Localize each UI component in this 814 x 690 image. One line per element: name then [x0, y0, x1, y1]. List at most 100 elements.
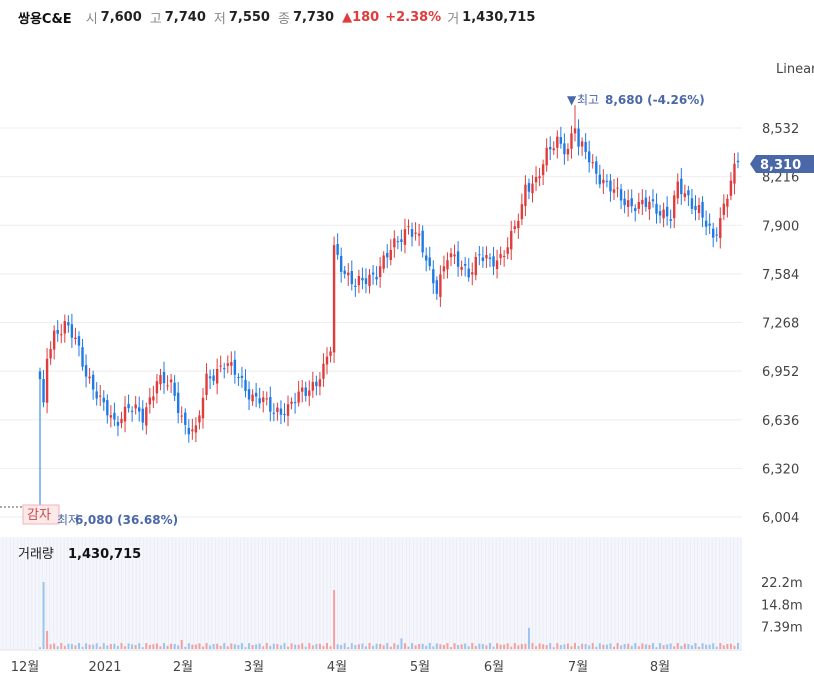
- candle-body[interactable]: [400, 239, 403, 242]
- candle-body[interactable]: [286, 404, 290, 416]
- candle-body[interactable]: [510, 231, 513, 250]
- candle-body[interactable]: [478, 254, 481, 256]
- candle-body[interactable]: [559, 137, 563, 144]
- candle-body[interactable]: [258, 398, 261, 404]
- candle-body[interactable]: [605, 180, 609, 182]
- candle-body[interactable]: [442, 266, 446, 272]
- candle-body[interactable]: [180, 415, 183, 417]
- candle-body[interactable]: [116, 421, 120, 426]
- candle-body[interactable]: [634, 208, 637, 211]
- candle-body[interactable]: [407, 226, 410, 228]
- candle-body[interactable]: [276, 407, 279, 413]
- candle-body[interactable]: [612, 189, 616, 193]
- candle-body[interactable]: [694, 205, 697, 211]
- candle-body[interactable]: [205, 373, 208, 395]
- candle-body[interactable]: [244, 379, 247, 392]
- candle-body[interactable]: [371, 272, 375, 275]
- candle-body[interactable]: [492, 256, 495, 267]
- candle-body[interactable]: [329, 351, 332, 356]
- candle-body[interactable]: [332, 245, 336, 353]
- candle-body[interactable]: [269, 397, 272, 412]
- candle-body[interactable]: [339, 256, 343, 272]
- candle-body[interactable]: [325, 356, 329, 365]
- candle-body[interactable]: [726, 198, 729, 207]
- candle-body[interactable]: [552, 148, 555, 151]
- candle-body[interactable]: [315, 381, 318, 387]
- candle-body[interactable]: [425, 255, 428, 261]
- candle-body[interactable]: [697, 205, 701, 214]
- candle-body[interactable]: [641, 199, 644, 205]
- candles[interactable]: [38, 105, 740, 506]
- candle-body[interactable]: [113, 412, 116, 420]
- candle-body[interactable]: [665, 206, 669, 217]
- candle-body[interactable]: [396, 241, 400, 243]
- candle-body[interactable]: [223, 368, 226, 370]
- candle-body[interactable]: [254, 392, 258, 397]
- candle-body[interactable]: [300, 387, 304, 392]
- candle-body[interactable]: [91, 374, 95, 390]
- candle-body[interactable]: [573, 128, 577, 134]
- candle-body[interactable]: [60, 334, 63, 336]
- candle-body[interactable]: [495, 260, 499, 269]
- candle-body[interactable]: [191, 429, 194, 432]
- candle-body[interactable]: [262, 397, 265, 402]
- candle-body[interactable]: [662, 209, 665, 219]
- candle-body[interactable]: [38, 371, 42, 380]
- candle-body[interactable]: [169, 379, 173, 383]
- candle-body[interactable]: [471, 272, 474, 275]
- candle-body[interactable]: [701, 201, 704, 218]
- candle-body[interactable]: [421, 230, 424, 253]
- candle-body[interactable]: [460, 266, 463, 270]
- candle-body[interactable]: [513, 226, 516, 230]
- candle-body[interactable]: [230, 362, 233, 366]
- candle-body[interactable]: [587, 151, 591, 163]
- candle-body[interactable]: [67, 322, 70, 326]
- candle-body[interactable]: [453, 254, 456, 257]
- candle-body[interactable]: [120, 418, 123, 424]
- candle-body[interactable]: [173, 382, 176, 396]
- candle-body[interactable]: [570, 133, 573, 149]
- candle-body[interactable]: [467, 268, 470, 278]
- candle-body[interactable]: [265, 398, 268, 400]
- candle-body[interactable]: [729, 180, 733, 196]
- candle-body[interactable]: [520, 204, 524, 220]
- candle-body[interactable]: [658, 211, 662, 216]
- candle-body[interactable]: [208, 376, 212, 379]
- candle-body[interactable]: [502, 255, 506, 257]
- candle-body[interactable]: [651, 199, 655, 202]
- candle-body[interactable]: [134, 404, 137, 409]
- candle-body[interactable]: [545, 147, 548, 166]
- candle-body[interactable]: [368, 274, 371, 287]
- candle-body[interactable]: [240, 375, 244, 378]
- candle-body[interactable]: [297, 391, 300, 403]
- candle-body[interactable]: [152, 396, 155, 401]
- candle-body[interactable]: [449, 253, 453, 258]
- candle-body[interactable]: [690, 198, 694, 209]
- candle-body[interactable]: [414, 232, 417, 234]
- candle-body[interactable]: [549, 146, 552, 150]
- candle-body[interactable]: [598, 174, 602, 185]
- candle-body[interactable]: [237, 377, 240, 379]
- candle-body[interactable]: [637, 202, 640, 209]
- candle-body[interactable]: [541, 164, 545, 176]
- candle-body[interactable]: [584, 141, 587, 152]
- candle-body[interactable]: [194, 425, 198, 433]
- candle-body[interactable]: [648, 201, 651, 210]
- candle-body[interactable]: [719, 217, 722, 239]
- candle-body[interactable]: [680, 178, 683, 195]
- candle-body[interactable]: [711, 228, 715, 238]
- candle-body[interactable]: [63, 321, 67, 334]
- candle-body[interactable]: [201, 397, 205, 419]
- candle-body[interactable]: [676, 181, 679, 199]
- candle-body[interactable]: [99, 395, 102, 397]
- candle-body[interactable]: [141, 408, 144, 423]
- candle-body[interactable]: [123, 406, 127, 422]
- candle-body[interactable]: [687, 190, 690, 196]
- candle-body[interactable]: [481, 257, 485, 261]
- candle-body[interactable]: [354, 285, 357, 287]
- candle-body[interactable]: [166, 385, 169, 387]
- candle-body[interactable]: [364, 278, 368, 284]
- candle-body[interactable]: [602, 179, 605, 184]
- candle-body[interactable]: [81, 347, 84, 367]
